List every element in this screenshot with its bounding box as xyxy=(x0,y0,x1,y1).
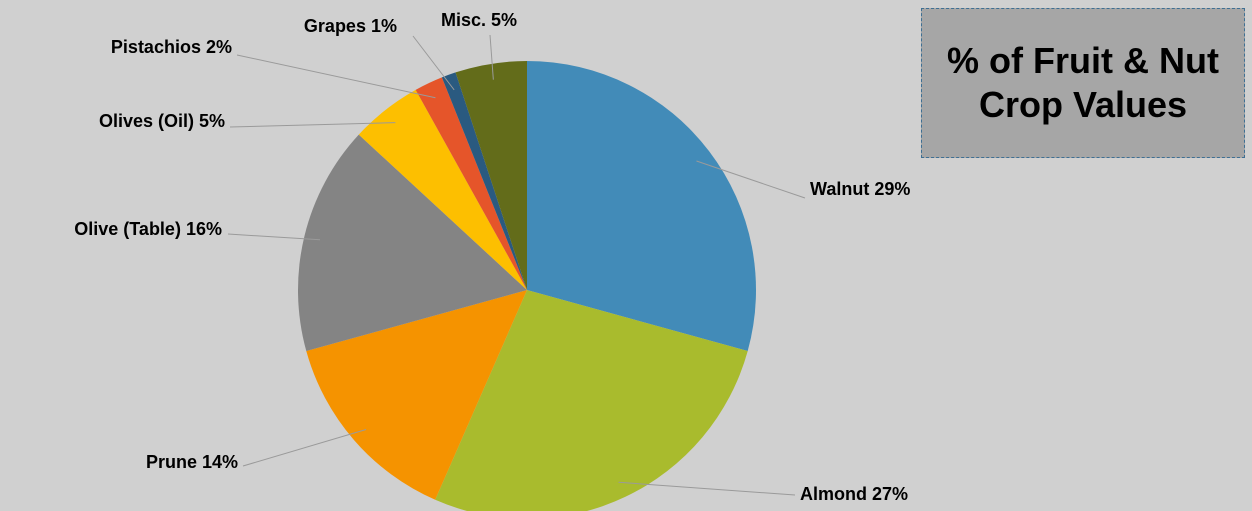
pie-slice xyxy=(435,290,748,511)
label-name: Olive (Table) xyxy=(74,219,181,239)
leader-line xyxy=(236,54,436,99)
data-label: Pistachios 2% xyxy=(111,37,232,57)
leader-line xyxy=(229,122,396,128)
pie-slice xyxy=(527,61,756,352)
label-value: 16% xyxy=(186,219,222,239)
label-name: Walnut xyxy=(810,179,869,199)
data-label: Olives (Oil) 5% xyxy=(99,111,225,131)
chart-title: % of Fruit & Nut Crop Values xyxy=(921,8,1245,158)
pie-slice xyxy=(415,77,527,290)
label-name: Almond xyxy=(800,484,867,504)
leader-line xyxy=(696,160,806,199)
label-value: 5% xyxy=(199,111,225,131)
leader-line xyxy=(227,233,321,241)
data-label: Prune 14% xyxy=(146,452,238,472)
pie-slice xyxy=(441,72,527,290)
label-name: Grapes xyxy=(304,16,366,36)
label-value: 27% xyxy=(872,484,908,504)
label-value: 1% xyxy=(371,16,397,36)
label-value: 2% xyxy=(206,37,232,57)
pie-slice xyxy=(306,290,527,500)
label-value: 5% xyxy=(491,10,517,30)
leader-line xyxy=(618,481,796,496)
pie-slice xyxy=(358,89,527,291)
label-name: Pistachios xyxy=(111,37,201,57)
leader-line xyxy=(242,428,367,467)
label-name: Olives (Oil) xyxy=(99,111,194,131)
leader-line xyxy=(489,34,494,80)
data-label: Almond 27% xyxy=(800,484,908,504)
label-value: 29% xyxy=(874,179,910,199)
label-name: Prune xyxy=(146,452,197,472)
label-value: 14% xyxy=(202,452,238,472)
label-name: Misc. xyxy=(441,10,486,30)
pie-slice xyxy=(455,61,527,290)
data-label: Misc. 5% xyxy=(441,10,517,30)
pie-slice xyxy=(298,134,527,352)
leader-line xyxy=(412,35,455,91)
data-label: Grapes 1% xyxy=(304,16,397,36)
data-label: Olive (Table) 16% xyxy=(74,219,222,239)
data-label: Walnut 29% xyxy=(810,179,910,199)
